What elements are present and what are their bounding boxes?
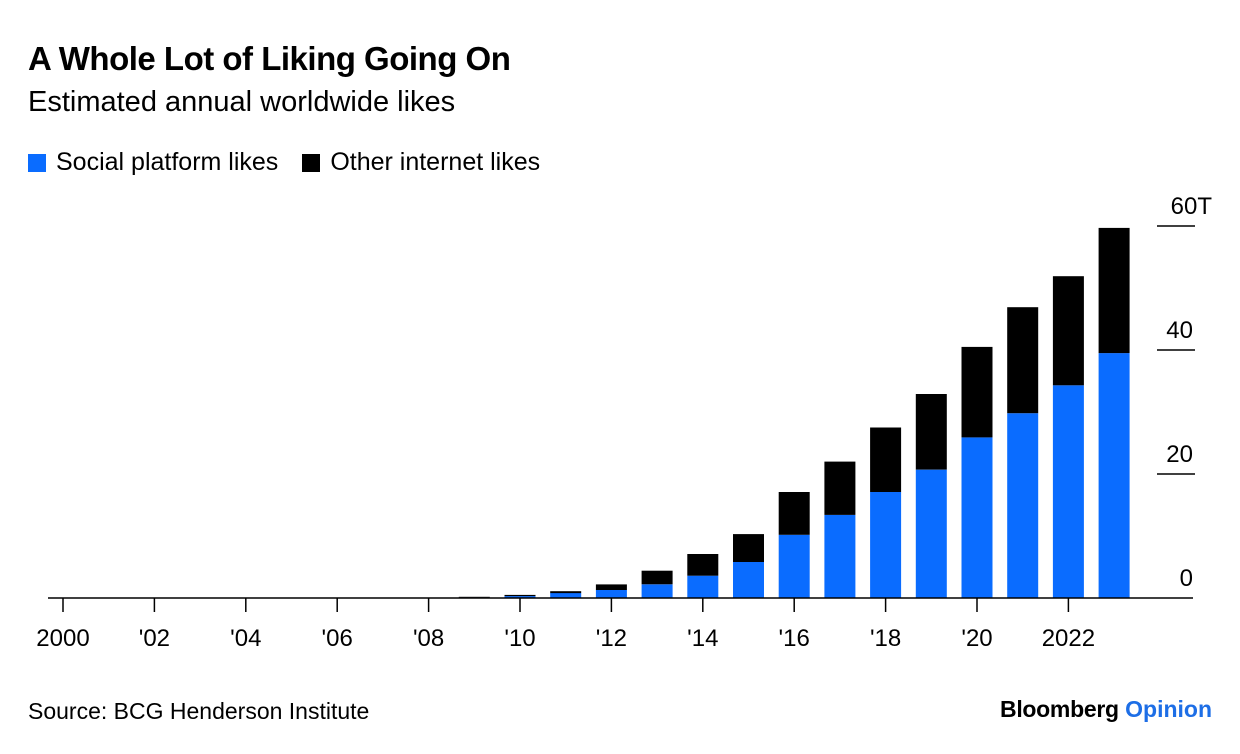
bar-social-2016 [778,534,810,598]
chart-subtitle: Estimated annual worldwide likes [28,86,456,118]
x-tick-label-2000: 2000 [36,625,89,652]
legend-item-other: Other internet likes [302,148,540,177]
x-tick-label-2020: '20 [961,625,992,652]
bar-other-2021 [1007,307,1039,414]
bar-social-2021 [1007,413,1039,598]
y-tick-label-60: 60T [1171,193,1213,220]
y-tick-label-40: 40 [1166,317,1193,344]
x-tick-label-2010: '10 [504,625,535,652]
bar-other-2014 [687,554,719,576]
brand-name: Bloomberg [1000,696,1119,722]
x-tick-label-2006: '06 [322,625,353,652]
brand-logo: Bloomberg Opinion [1000,696,1212,723]
bar-other-2016 [778,492,810,535]
x-tick-label-2004: '04 [230,625,261,652]
bar-social-2011 [550,593,582,598]
bar-other-2023 [1098,227,1130,354]
bar-social-2012 [595,589,627,598]
x-tick-label-2014: '14 [687,625,718,652]
bar-social-2015 [733,562,764,598]
x-tick-label-2016: '16 [779,625,810,652]
y-tick-label-0: 0 [1180,565,1193,592]
bar-social-2017 [824,514,856,598]
bar-social-2013 [641,584,673,598]
bar-other-2020 [961,346,993,438]
bar-other-2022 [1052,276,1084,386]
bar-social-2018 [870,492,902,598]
bar-social-2010 [504,596,536,598]
bar-other-2012 [595,584,627,590]
legend-label-social: Social platform likes [56,148,279,176]
bar-social-2014 [687,575,719,598]
x-tick-label-2022: 2022 [1042,625,1095,652]
x-tick-label-2008: '08 [413,625,444,652]
legend-label-other: Other internet likes [330,148,541,176]
bar-other-2010 [504,594,536,597]
bar-social-2019 [915,469,947,598]
source-note: Source: BCG Henderson Institute [28,698,370,724]
legend-swatch-other [302,153,321,172]
y-tick-label-20: 20 [1166,441,1193,468]
bar-other-2009 [458,596,490,598]
bar-other-2017 [824,461,856,515]
legend: Social platform likes Other internet lik… [28,148,564,177]
bar-other-2011 [550,591,582,594]
bar-other-2018 [870,427,902,492]
x-tick-label-2012: '12 [596,625,627,652]
bar-social-2022 [1052,385,1084,598]
legend-item-social: Social platform likes [28,148,278,177]
bar-other-2013 [641,570,673,585]
brand-section: Opinion [1125,696,1212,722]
x-tick-label-2018: '18 [870,625,901,652]
bar-other-2015 [733,534,764,562]
bar-social-2023 [1098,353,1130,598]
legend-swatch-social [28,153,46,172]
x-tick-label-2002: '02 [139,625,170,652]
chart-title: A Whole Lot of Liking Going On [28,40,511,77]
bar-other-2019 [915,394,947,470]
bar-social-2020 [961,437,993,598]
